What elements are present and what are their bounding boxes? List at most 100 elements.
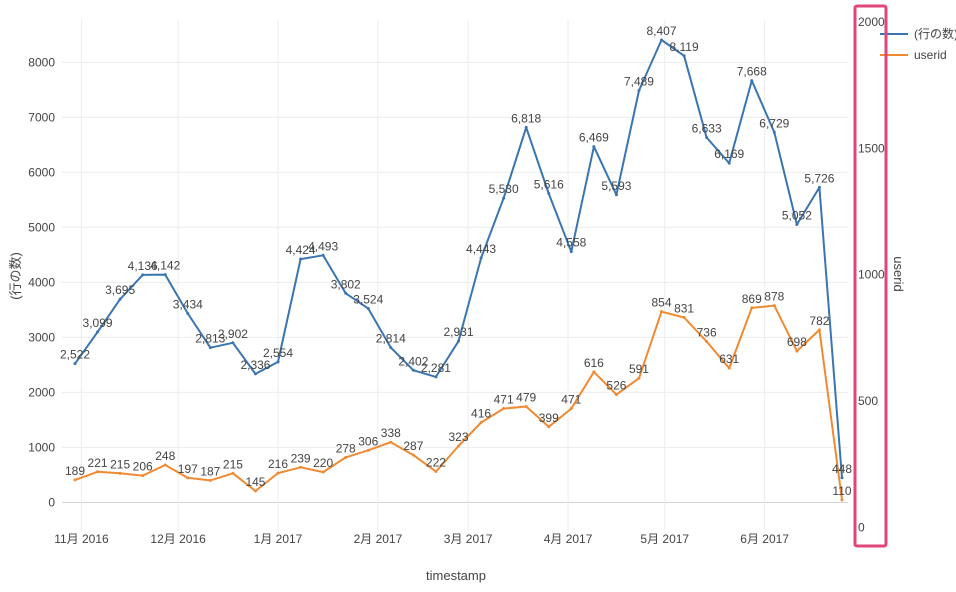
data-label-userid: 222 [426,456,446,470]
point-rowcount[interactable] [73,362,77,366]
point-rowcount[interactable] [547,191,551,195]
data-label-rowcount: 3,099 [83,316,113,330]
point-rowcount[interactable] [772,130,776,134]
point-userid[interactable] [524,405,528,409]
point-userid[interactable] [434,470,438,474]
point-rowcount[interactable] [614,193,618,197]
x-axis: 11月 2016 12月 2016 1月 2017 2月 2017 3月 2017 4月 … [54,532,789,546]
x-tick-label: 11月 2016 [54,532,109,546]
point-userid[interactable] [660,310,664,314]
point-userid[interactable] [569,407,573,411]
data-label-rowcount: 448 [832,462,852,476]
point-userid[interactable] [592,370,596,374]
data-label-rowcount: 8,119 [670,40,699,54]
point-userid[interactable] [614,393,618,397]
x-tick-label: 5月 2017 [640,532,689,546]
point-rowcount[interactable] [141,273,145,277]
point-userid[interactable] [479,420,483,424]
point-rowcount[interactable] [840,476,844,480]
data-label-rowcount: 2,336 [240,358,270,372]
point-userid[interactable] [141,474,145,478]
point-userid[interactable] [682,315,686,319]
point-userid[interactable] [547,425,551,429]
point-rowcount[interactable] [637,88,641,92]
legend-label-rowcount: (行の数) [914,26,956,41]
point-rowcount[interactable] [727,161,731,165]
point-userid[interactable] [502,407,506,411]
y-axis-title: (行の数) [8,252,23,300]
data-label-rowcount: 7,668 [737,65,767,79]
point-rowcount[interactable] [502,196,506,200]
point-rowcount[interactable] [434,375,438,379]
point-rowcount[interactable] [682,54,686,58]
point-userid[interactable] [186,476,190,480]
point-userid[interactable] [118,471,122,475]
point-userid[interactable] [637,376,641,380]
point-userid[interactable] [321,470,325,474]
data-label-rowcount: 5,616 [534,177,564,191]
point-rowcount[interactable] [660,38,664,42]
data-label-rowcount: 3,434 [173,298,203,312]
legend-item-userid[interactable]: userid [880,48,947,62]
data-label-userid: 399 [539,411,559,425]
point-userid[interactable] [276,471,280,475]
point-userid[interactable] [344,455,348,459]
point-userid[interactable] [253,489,257,493]
point-rowcount[interactable] [366,307,370,311]
point-userid[interactable] [73,478,77,482]
point-rowcount[interactable] [705,136,709,140]
data-label-rowcount: 2,813 [195,332,225,346]
right-y-axis: 0 500 1000 1500 2000 [858,15,885,535]
point-userid[interactable] [457,444,460,448]
data-label-userid: 591 [629,362,649,376]
point-rowcount[interactable] [750,79,754,83]
point-userid[interactable] [389,440,393,444]
point-rowcount[interactable] [592,145,596,149]
legend[interactable]: (行の数) userid [880,26,956,62]
point-userid[interactable] [817,328,821,332]
legend-label-userid: userid [914,48,947,62]
point-rowcount[interactable] [276,360,280,364]
data-label-rowcount: 8,407 [647,24,677,38]
point-userid[interactable] [705,340,709,344]
point-rowcount[interactable] [569,250,573,254]
data-label-userid: 206 [133,460,153,474]
data-label-userid: 278 [336,441,356,455]
point-rowcount[interactable] [479,256,483,260]
point-rowcount[interactable] [795,223,799,227]
data-label-userid: 616 [584,356,604,370]
point-userid[interactable] [750,306,754,310]
point-userid[interactable] [840,498,844,502]
point-rowcount[interactable] [411,368,415,372]
point-rowcount[interactable] [208,346,212,350]
point-rowcount[interactable] [253,372,257,376]
point-rowcount[interactable] [457,339,460,343]
point-rowcount[interactable] [118,297,122,301]
point-rowcount[interactable] [389,346,393,350]
point-rowcount[interactable] [231,341,235,345]
point-rowcount[interactable] [321,253,325,257]
point-userid[interactable] [411,453,415,457]
point-userid[interactable] [795,349,799,353]
point-rowcount[interactable] [186,312,190,316]
data-label-userid: 220 [313,456,333,470]
point-rowcount[interactable] [817,185,821,189]
point-rowcount[interactable] [163,273,167,277]
legend-item-rowcount[interactable]: (行の数) [880,26,956,41]
point-userid[interactable] [366,448,370,452]
point-rowcount[interactable] [96,330,100,334]
point-rowcount[interactable] [299,257,303,261]
point-userid[interactable] [231,471,235,475]
point-userid[interactable] [208,478,212,482]
point-userid[interactable] [772,304,776,308]
point-userid[interactable] [727,366,731,370]
point-userid[interactable] [96,470,100,474]
y2-axis-title: userid [891,256,906,291]
point-userid[interactable] [299,465,303,469]
data-label-userid: 215 [223,457,243,471]
point-userid[interactable] [163,463,167,467]
series-line-rowcount[interactable] [74,39,843,478]
point-rowcount[interactable] [344,291,348,295]
data-label-userid: 854 [652,296,672,310]
point-rowcount[interactable] [524,125,528,129]
